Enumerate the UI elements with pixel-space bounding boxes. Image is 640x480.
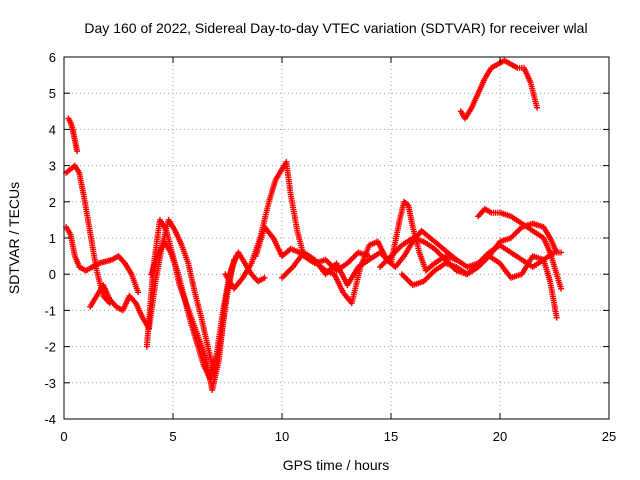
y-tick-label: 1 [49,231,56,246]
series-markers [63,224,142,296]
y-tick-label: -4 [44,412,56,427]
series-markers [65,115,81,155]
series-track-11 [398,253,560,321]
x-tick-label: 10 [275,429,289,444]
y-tick-label: 2 [49,195,56,210]
y-tick-label: 4 [49,122,56,137]
series-track-7 [222,159,373,292]
x-tick-label: 20 [493,429,507,444]
data-points [63,57,565,393]
series-track-6 [148,238,240,383]
series-markers [222,159,373,292]
x-tick-label: 25 [602,429,616,444]
series-track-13 [457,57,541,122]
grid-lines [64,57,609,419]
y-tick-label: 6 [49,50,56,65]
y-tick-label: -1 [44,303,56,318]
series-track-1 [65,115,81,155]
x-tick-label: 0 [60,429,67,444]
y-tick-label: -2 [44,340,56,355]
y-axis-label: SDTVAR / TECUs [6,182,22,294]
series-track-12 [475,206,565,292]
series-markers [148,238,240,383]
x-axis-label: GPS time / hours [283,457,390,473]
x-tick-label: 15 [384,429,398,444]
series-markers [398,253,560,321]
series-markers [252,224,460,307]
series-markers [457,57,541,122]
y-tick-label: 3 [49,159,56,174]
series-track-8 [252,224,460,307]
y-tick-label: -3 [44,376,56,391]
x-tick-label: 5 [169,429,176,444]
y-tick-label: 5 [49,86,56,101]
chart-title: Day 160 of 2022, Sidereal Day-to-day VTE… [84,20,587,36]
series-markers [475,206,565,292]
y-tick-label: 0 [49,267,56,282]
series-track-3 [63,224,142,296]
axis-ticks: 0 5 10 15 20 25 -4 -3 -2 -1 0 1 2 3 4 5 6 [44,50,616,444]
